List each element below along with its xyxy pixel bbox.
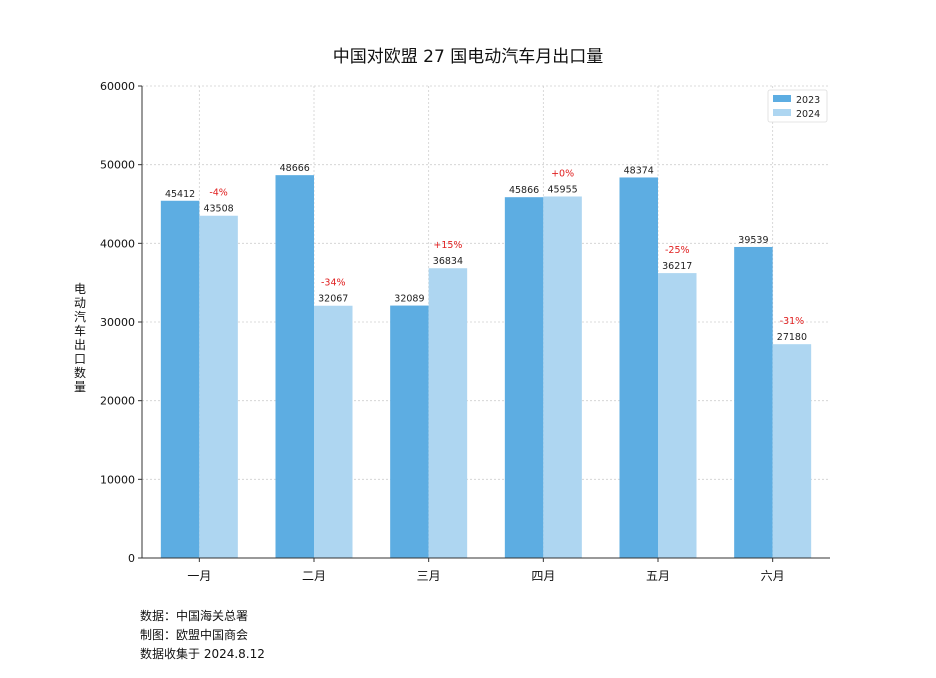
bar-2023 xyxy=(504,197,544,558)
bar-value-label: 45866 xyxy=(509,185,539,196)
bar-value-label: 32067 xyxy=(318,294,348,305)
x-tick-label: 四月 xyxy=(531,569,555,583)
change-label: -4% xyxy=(209,188,228,199)
bar-value-label: 43508 xyxy=(203,204,233,215)
y-axis-label: 电动汽车出口数量 xyxy=(73,282,86,394)
legend-swatch-2023 xyxy=(773,95,791,102)
legend-swatch-2024 xyxy=(773,109,791,116)
y-tick-label: 0 xyxy=(128,552,135,565)
legend-label: 2023 xyxy=(796,95,820,106)
bar-2023 xyxy=(275,175,314,558)
x-tick-label: 三月 xyxy=(417,569,441,583)
bar-value-label: 45955 xyxy=(547,184,577,195)
bar-2024 xyxy=(543,196,582,558)
bar-2024 xyxy=(199,215,238,558)
x-tick-label: 五月 xyxy=(646,569,670,583)
bar-value-label: 45412 xyxy=(165,189,195,200)
change-label: +15% xyxy=(433,240,462,251)
bar-2024 xyxy=(314,305,353,558)
bar-2023 xyxy=(619,177,658,558)
change-label: -34% xyxy=(321,278,346,289)
change-label: -31% xyxy=(780,316,805,327)
footer-made-by: 制图：欧盟中国商会 xyxy=(140,628,249,642)
footer-source: 数据：中国海关总署 xyxy=(140,609,249,623)
y-tick-label: 10000 xyxy=(100,473,135,486)
bar-value-label: 48374 xyxy=(624,165,654,176)
bar-2023 xyxy=(734,246,773,558)
legend-label: 2024 xyxy=(796,109,820,120)
y-tick-label: 50000 xyxy=(100,159,135,172)
bar-2024 xyxy=(428,268,468,558)
change-label: +0% xyxy=(551,168,574,179)
x-tick-label: 二月 xyxy=(302,569,326,583)
chart-title: 中国对欧盟 27 国电动汽车月出口量 xyxy=(332,47,604,67)
bar-value-label: 39539 xyxy=(738,235,768,246)
bar-2024 xyxy=(772,344,812,558)
y-tick-label: 60000 xyxy=(100,80,135,93)
y-tick-label: 30000 xyxy=(100,316,135,329)
footer-collected-date: 数据收集于 2024.8.12 xyxy=(140,647,265,661)
change-label: -25% xyxy=(665,245,690,256)
bar-value-label: 32089 xyxy=(394,294,424,305)
bar-2023 xyxy=(160,200,200,559)
bar-value-label: 36834 xyxy=(433,256,463,267)
bar-value-label: 27180 xyxy=(777,332,807,343)
x-tick-label: 一月 xyxy=(187,569,211,583)
bar-2024 xyxy=(658,273,697,558)
x-tick-label: 六月 xyxy=(761,569,785,583)
bar-2023 xyxy=(390,305,429,558)
y-tick-label: 20000 xyxy=(100,395,135,408)
chart-footer: 数据：中国海关总署 制图：欧盟中国商会 数据收集于 2024.8.12 xyxy=(140,607,265,664)
bar-value-label: 36217 xyxy=(662,261,692,272)
bar-value-label: 48666 xyxy=(280,163,310,174)
y-tick-label: 40000 xyxy=(100,237,135,250)
